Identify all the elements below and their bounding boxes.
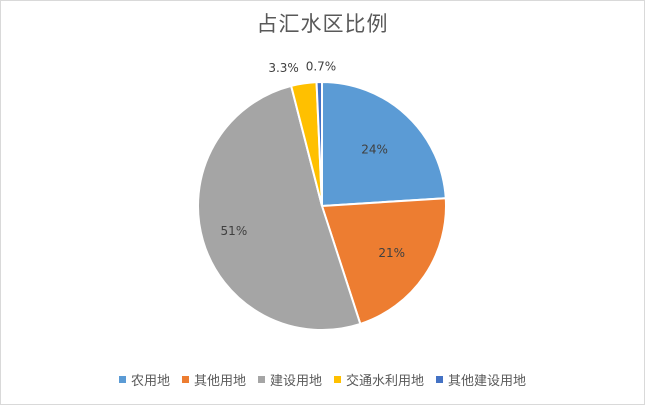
legend-item-4: 交通水利用地	[334, 370, 424, 389]
legend-item-1: 农用地	[118, 370, 170, 389]
pie-slice-1	[321, 80, 447, 208]
data-label-2: 21%	[378, 246, 405, 260]
legend-label: 交通水利用地	[346, 374, 425, 389]
data-label-5: 0.7%	[306, 60, 337, 74]
legend-label: 建设用地	[269, 374, 322, 389]
pie-slice-3	[197, 84, 362, 331]
pie-slice-2	[320, 197, 447, 326]
chart-legend: 农用地 其他用地 建设用地 交通水利用地 其他建设用地	[0, 370, 645, 389]
legend-item-2: 其他用地	[181, 370, 246, 389]
data-label-3: 51%	[221, 224, 248, 238]
chart-title: 占汇水区比例	[256, 12, 389, 36]
pie-slice-5	[315, 80, 323, 207]
legend-swatch	[436, 376, 444, 383]
legend-item-3: 建设用地	[257, 370, 322, 389]
legend-swatch	[334, 376, 341, 383]
legend-item-5: 其他建设用地	[436, 370, 526, 389]
data-label-1: 24%	[361, 142, 388, 156]
legend-swatch	[118, 376, 126, 383]
pie-data-labels: 24% 21% 51% 3.3% 0.7%	[221, 60, 406, 260]
pie-slices	[197, 80, 447, 331]
data-label-4: 3.3%	[268, 61, 299, 75]
legend-label: 其他用地	[193, 374, 246, 389]
legend-label: 其他建设用地	[448, 374, 527, 389]
legend-label: 农用地	[130, 374, 170, 389]
legend-swatch	[257, 376, 265, 383]
legend-swatch	[181, 376, 189, 383]
